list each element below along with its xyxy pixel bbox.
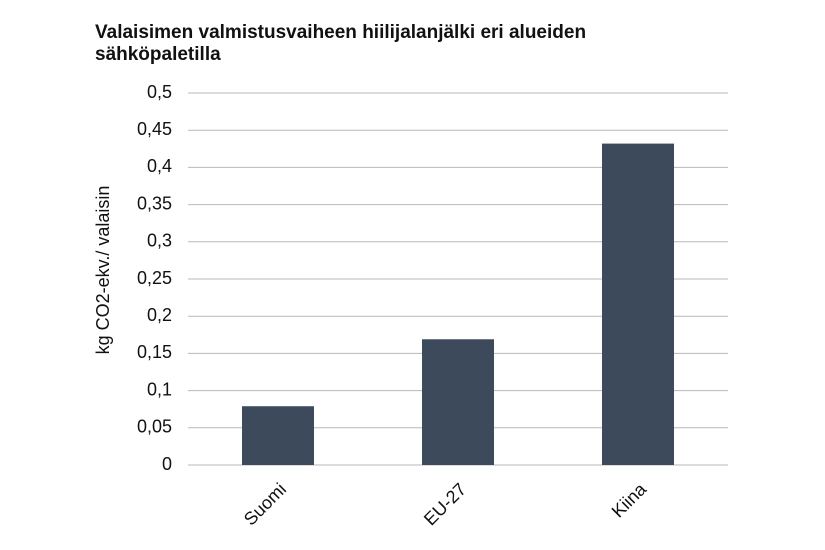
bar — [242, 406, 314, 465]
y-tick-label: 0,5 — [147, 82, 172, 102]
y-tick-label: 0,3 — [147, 231, 172, 251]
bar — [602, 143, 674, 466]
y-axis-label: kg CO2-ekv./ valaisin — [93, 186, 113, 355]
x-tick-label: EU-27 — [420, 479, 470, 529]
bar — [422, 339, 494, 465]
y-tick-label: 0,4 — [147, 156, 172, 176]
x-tick-label: Suomi — [240, 479, 290, 529]
y-tick-label: 0,45 — [137, 119, 172, 139]
y-tick-label: 0,25 — [137, 268, 172, 288]
y-tick-label: 0,2 — [147, 305, 172, 325]
y-tick-label: 0,1 — [147, 379, 172, 399]
y-tick-label: 0,35 — [137, 193, 172, 213]
y-tick-label: 0,15 — [137, 342, 172, 362]
x-tick-label: Kiina — [608, 478, 651, 521]
y-tick-label: 0 — [162, 454, 172, 474]
chart-title: Valaisimen valmistusvaiheen hiilijalanjä… — [95, 22, 587, 65]
y-tick-label: 0,05 — [137, 417, 172, 437]
